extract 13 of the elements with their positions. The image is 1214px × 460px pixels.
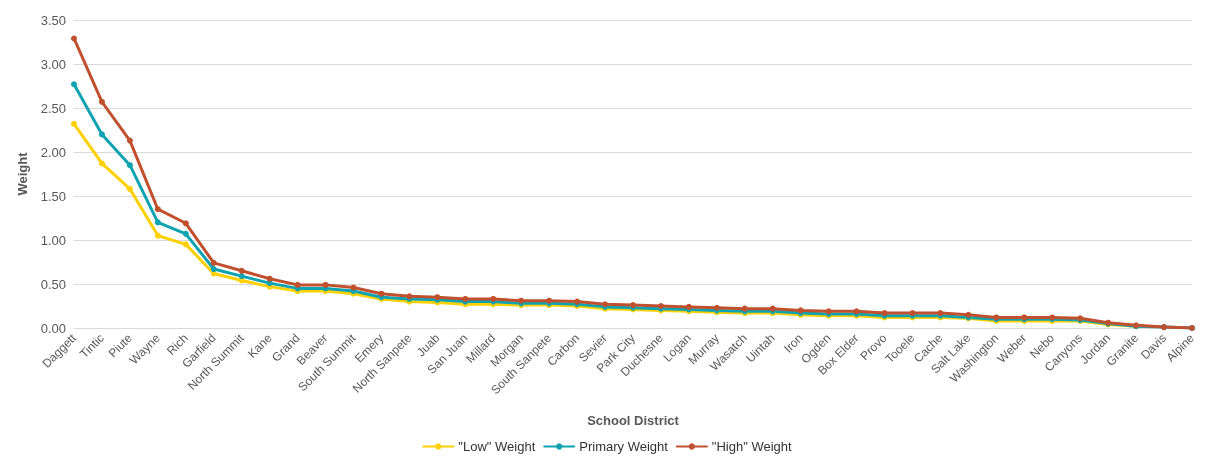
y-tick-label: 1.50 — [40, 188, 66, 204]
y-tick-label: 3.00 — [40, 56, 66, 72]
y-tick-label: 0.00 — [40, 320, 66, 336]
y-tick-label: 2.00 — [40, 144, 66, 160]
y-tick-label: 2.50 — [40, 100, 66, 116]
legend-label: "Low" Weight — [458, 439, 536, 454]
legend-label: Primary Weight — [579, 439, 669, 454]
y-axis-title: Weight — [15, 151, 30, 196]
y-tick-label: 3.50 — [40, 12, 66, 28]
legend-label: "High" Weight — [711, 439, 793, 454]
x-axis-title: School District — [587, 413, 680, 428]
y-tick-label: 1.00 — [40, 232, 66, 248]
y-tick-label: 0.50 — [40, 276, 66, 292]
